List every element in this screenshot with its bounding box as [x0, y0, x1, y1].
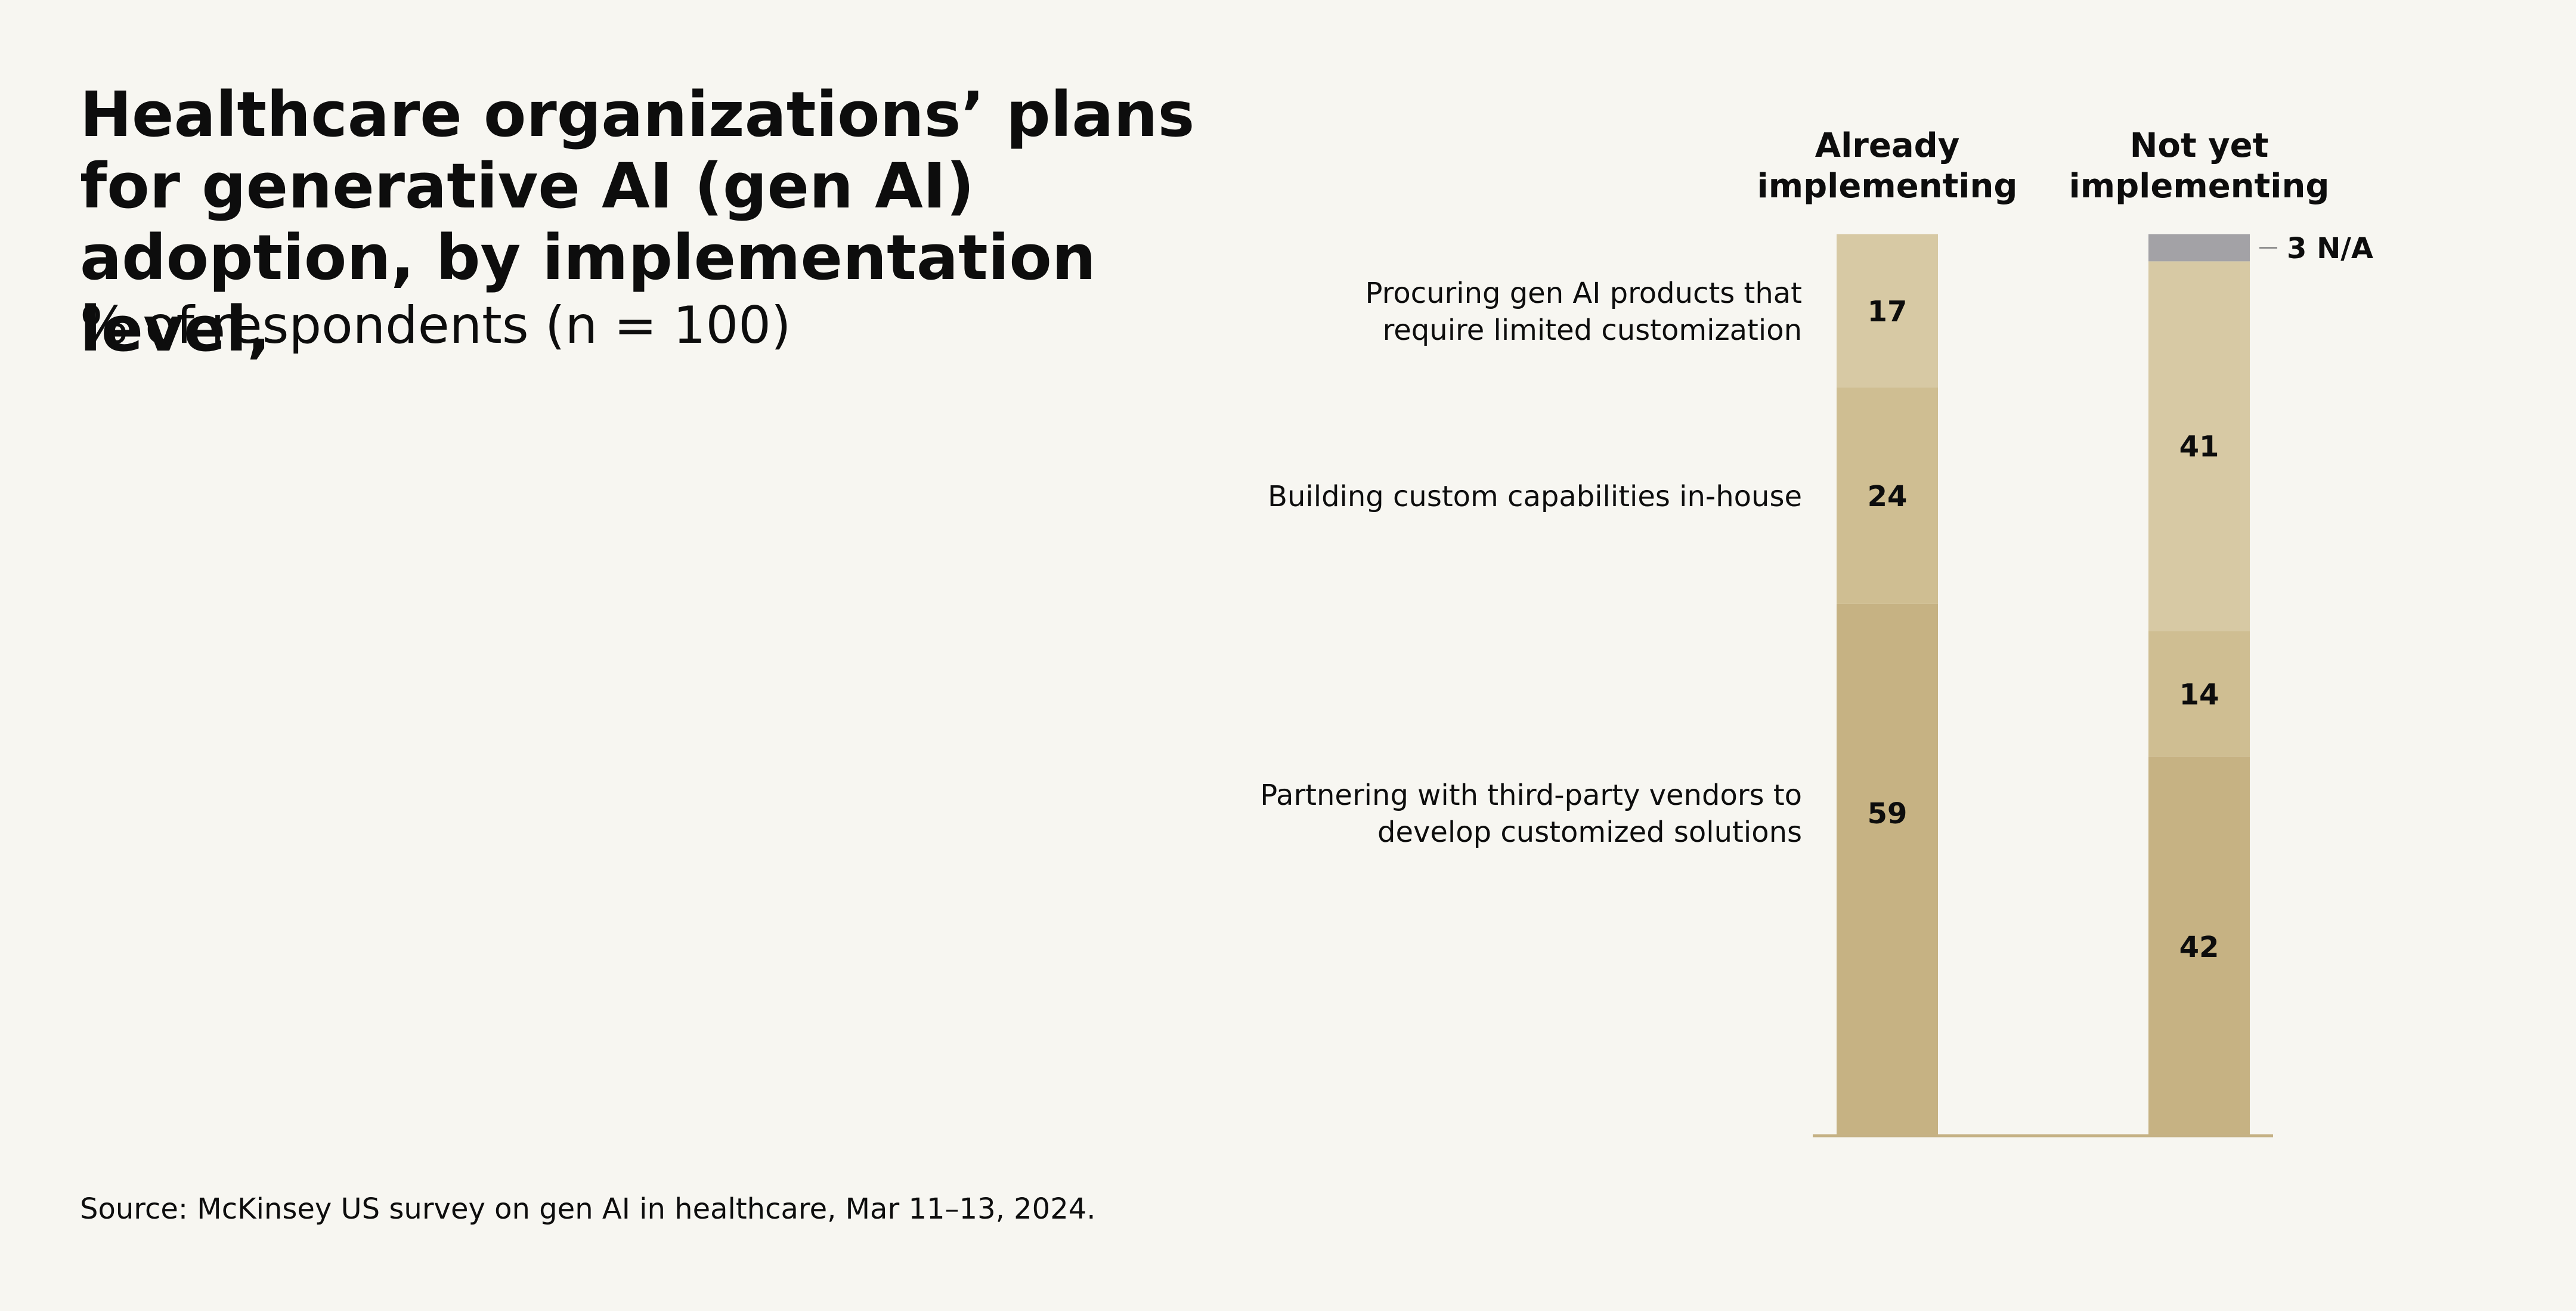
- na-label: 3 N/A: [2287, 232, 2373, 265]
- value-label: 59: [1868, 797, 1908, 830]
- category-label-not-yet-implementing: Not yet: [2130, 126, 2269, 165]
- bar-segment-notyet-0: [2148, 757, 2250, 1136]
- category-label-already-implementing: Already: [1815, 126, 1960, 165]
- series-label: Procuring gen AI products that: [1366, 277, 1802, 310]
- series-label: require limited customization: [1383, 314, 1802, 347]
- bar-segment-already-2: [1837, 234, 1938, 388]
- series-label: Partnering with third-party vendors to: [1260, 779, 1802, 812]
- bar-segment-already-0: [1837, 603, 1938, 1136]
- bar-segment-notyet-2: [2148, 261, 2250, 631]
- chart-title: Healthcare organizations’ plans for gene…: [80, 78, 1195, 365]
- bar-segment-notyet-3: [2148, 234, 2250, 262]
- value-label: 17: [1868, 295, 1908, 328]
- series-label: Building custom capabilities in-house: [1268, 480, 1802, 513]
- chart-subtitle: % of respondents (n = 100): [80, 296, 791, 355]
- source-note: Source: McKinsey US survey on gen AI in …: [80, 1192, 1096, 1226]
- value-label: 24: [1868, 480, 1908, 513]
- category-label-already-implementing: implementing: [1757, 167, 2018, 206]
- value-label: 41: [2179, 430, 2219, 464]
- value-label: 14: [2179, 678, 2219, 711]
- bar-segment-already-1: [1837, 388, 1938, 604]
- series-label: develop customized solutions: [1377, 816, 1802, 849]
- category-label-not-yet-implementing: implementing: [2069, 167, 2330, 206]
- bar-segment-notyet-1: [2148, 631, 2250, 757]
- value-label: 42: [2179, 931, 2219, 964]
